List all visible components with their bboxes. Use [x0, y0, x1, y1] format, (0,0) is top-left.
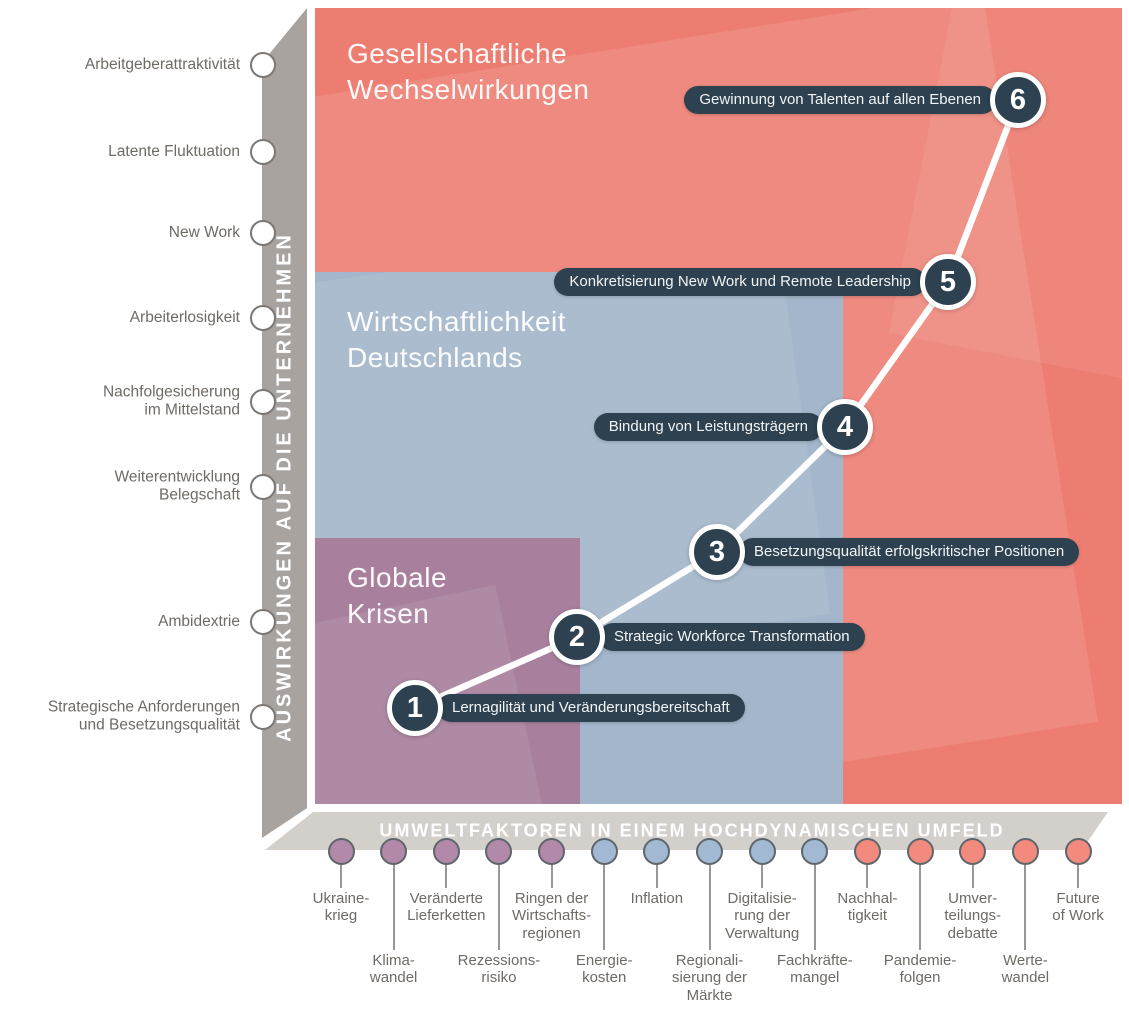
milestone-pill: Besetzungsqualität erfolgskritischer Pos… [739, 538, 1080, 566]
factor-stem [497, 851, 500, 950]
impact-item-marker [250, 220, 276, 246]
factor-stem [603, 851, 606, 950]
factor-dot [327, 837, 355, 865]
y-axis-title: AUSWIRKUNGEN AUF DIE UNTERNEHMEN [273, 232, 296, 742]
region-title-wirtschaftlichkeit-deutschlands: Wirtschaftlichkeit Deutschlands [347, 306, 567, 373]
milestone-pill: Lernagilität und Veränderungsbereitschaf… [437, 694, 745, 722]
impact-item-marker [250, 139, 276, 165]
factor-dot [959, 837, 987, 865]
factor-label: Pandemie-folgen [883, 952, 957, 987]
factor-stem [971, 851, 974, 888]
factor-label: Rezessions-risiko [457, 952, 541, 987]
factor-label: Inflation [630, 890, 684, 907]
factor-label: Veränderte Lieferketten [407, 890, 486, 925]
factor-dot [696, 837, 723, 865]
x-axis-title: UMWELTFAKTOREN IN EINEM HOCHDYNAMISCHEN … [379, 820, 1005, 841]
impact-item-marker [250, 305, 276, 331]
trend-line [411, 96, 1022, 712]
factor-stem [1024, 851, 1027, 950]
factor-dot [485, 837, 513, 865]
impact-item-label: Strategische Anforderungen und Besetzungs… [47, 698, 240, 734]
milestone-pill: Gewinnung von Talenten auf allen Ebenen [684, 86, 996, 114]
milestone-circle: 2 [549, 609, 605, 665]
factor-stem [340, 851, 342, 888]
factor-dot [853, 837, 881, 865]
impact-item-label: New Work [168, 223, 240, 241]
factor-dot [380, 837, 408, 865]
impact-item-marker [250, 704, 276, 730]
factor-label: Fachkräfte-mangel [776, 952, 853, 987]
factor-dot [643, 837, 671, 865]
impact-item-marker [250, 389, 276, 415]
factor-dot [590, 837, 618, 865]
factor-dot [432, 837, 460, 865]
factor-stem [919, 851, 922, 950]
milestone-circle: 5 [920, 254, 976, 310]
factor-dot [748, 837, 776, 865]
milestone-circle: 3 [689, 524, 745, 580]
impact-item-marker [250, 474, 276, 500]
factor-dot [1064, 837, 1092, 865]
region-title-gesellschaftliche-wechselwirkungen: Gesellschaftliche Wechselwirkungen [347, 38, 590, 105]
impact-item-marker [250, 609, 276, 635]
plot-area: Gesellschaftliche Wechselwirkungen Wirtsc… [315, 8, 1122, 804]
factor-label: Ringen der Wirtschafts-regionen [511, 890, 592, 942]
impact-item-label: Arbeiterlosigkeit [129, 308, 240, 326]
region-globale-krisen [315, 538, 580, 804]
factor-stem [1077, 851, 1079, 888]
region-title-globale-krisen: Globale Krisen [347, 562, 448, 629]
factor-stem [708, 851, 711, 950]
factor-dot [906, 837, 934, 865]
impact-item-label: Ambidextrie [158, 612, 240, 630]
impact-item-label: Latente Fluktuation [108, 142, 240, 160]
factor-label: Werte-wandel [1001, 952, 1050, 987]
factor-label: Ukraine-krieg [312, 890, 370, 925]
impact-item-marker [250, 52, 276, 78]
factor-label: Future of Work [1052, 890, 1104, 925]
milestone-pill: Strategic Workforce Transformation [599, 623, 865, 651]
factor-dot [801, 837, 829, 865]
milestone-circle: 4 [817, 399, 873, 455]
factor-label: Digitalisie-rung der Verwaltung [725, 890, 800, 942]
factor-label: Regionali-sierung der Märkte [671, 952, 748, 1004]
factor-stem [866, 851, 869, 888]
factor-dot [538, 837, 566, 865]
factor-label: Klima-wandel [369, 952, 418, 987]
factor-label: Energie-kosten [575, 952, 633, 987]
milestone-circle: 1 [387, 680, 443, 736]
milestone-pill: Bindung von Leistungsträgern [593, 413, 823, 441]
factor-stem [550, 851, 553, 888]
factor-stem [655, 851, 658, 888]
factor-label: Umver-teilungs-debatte [944, 890, 1002, 942]
milestone-circle: 6 [990, 72, 1046, 128]
factor-stem [445, 851, 448, 888]
factor-stem [761, 851, 764, 888]
factor-stem [392, 851, 395, 950]
factor-label: Nachhal-tigkeit [837, 890, 898, 925]
factor-dot [1011, 837, 1039, 865]
impact-item-label: Weiterentwicklung Belegschaft [114, 468, 241, 504]
factor-stem [813, 851, 816, 950]
milestone-pill: Konkretisierung New Work und Remote Lead… [554, 268, 926, 296]
impact-item-label: Nachfolgesicherung im Mittelstand [102, 383, 240, 419]
impact-item-label: Arbeitgeberattraktivität [84, 55, 240, 73]
